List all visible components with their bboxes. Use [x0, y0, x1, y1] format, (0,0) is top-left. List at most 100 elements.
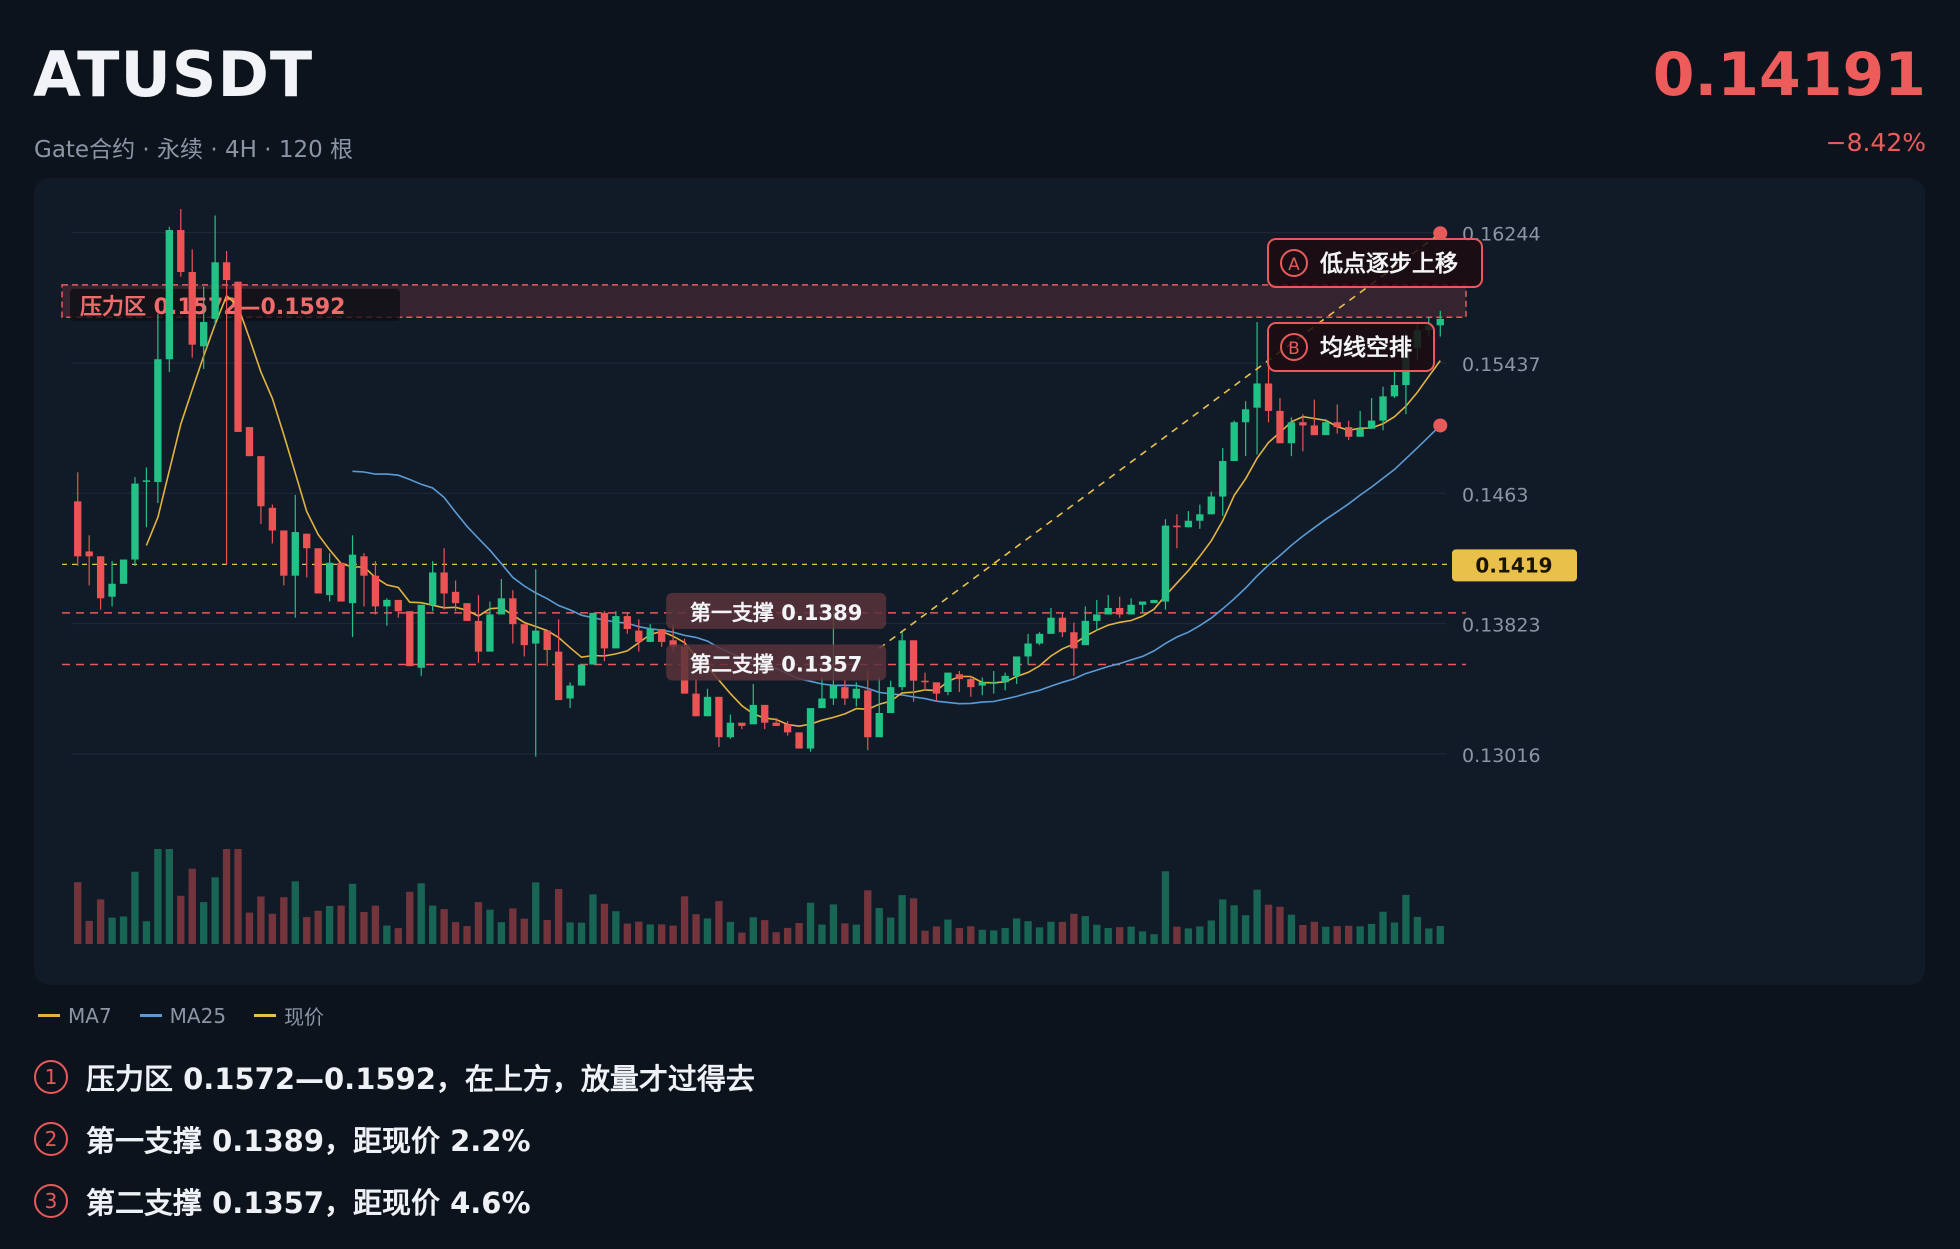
- candle-body: [1001, 675, 1009, 683]
- volume-bar: [669, 925, 677, 944]
- volume-bar: [131, 871, 139, 944]
- candle-body: [532, 630, 540, 644]
- candle-body: [1070, 632, 1078, 649]
- volume-bar: [829, 904, 838, 944]
- ma25-swatch: [139, 1014, 162, 1017]
- volume-bar: [1436, 926, 1444, 944]
- price-change: −8.42%: [1825, 128, 1926, 157]
- candle-body: [554, 651, 563, 701]
- candle-body: [165, 230, 173, 360]
- legend-ma25: MA25: [139, 1001, 226, 1030]
- volume-bar: [554, 889, 563, 944]
- candle-body: [1367, 420, 1376, 429]
- candle-body: [1127, 604, 1135, 615]
- volume-bar: [268, 913, 277, 944]
- candle-body: [234, 281, 242, 432]
- volume-bar: [1390, 922, 1399, 944]
- volume-bar: [119, 916, 128, 944]
- candle-body: [749, 704, 757, 725]
- candle-body: [1058, 617, 1067, 633]
- annotation-badge: [1280, 249, 1308, 277]
- candle-body: [96, 556, 105, 599]
- ma7-swatch: [38, 1014, 60, 1017]
- support-label-bg: [666, 644, 887, 681]
- volume-bar: [795, 923, 803, 944]
- candle-body: [692, 693, 700, 717]
- volume-bar: [955, 928, 964, 944]
- candle-body: [635, 630, 643, 642]
- candle-body: [371, 575, 380, 607]
- volume-bar: [348, 883, 357, 944]
- volume-bar: [978, 929, 986, 944]
- volume-bar: [692, 914, 700, 944]
- candle-body: [658, 629, 666, 642]
- volume-bar: [1379, 911, 1387, 944]
- annotation-text: 均线空排: [1320, 334, 1412, 361]
- volume-bar: [337, 905, 345, 944]
- candle-body: [566, 685, 574, 699]
- candle-body: [337, 562, 345, 602]
- volume-bar: [1402, 894, 1410, 944]
- candle-body: [921, 680, 929, 683]
- note-number: 3: [34, 1184, 68, 1218]
- volume-bar: [1264, 904, 1273, 944]
- candle-body: [486, 614, 494, 652]
- volume-bar: [451, 922, 460, 944]
- volume-bar: [841, 923, 849, 944]
- volume-bar: [440, 909, 448, 944]
- candle-body: [898, 640, 906, 688]
- volume-bar: [967, 926, 975, 944]
- volume-bar: [1093, 924, 1101, 944]
- volume-bar: [1127, 926, 1135, 944]
- volume-bar: [1058, 921, 1067, 944]
- volume-bar: [1253, 889, 1261, 944]
- note-number: 2: [34, 1122, 68, 1156]
- chart-panel[interactable]: 0.16244 0.15437 0.1463 0.13823 0.13016 压力区 0.…: [34, 178, 1925, 985]
- candle-body: [85, 551, 93, 557]
- symbol-title: ATUSDT: [33, 38, 314, 111]
- volume-bar: [211, 877, 219, 944]
- candle-body: [291, 532, 299, 576]
- candle-body: [1310, 425, 1318, 436]
- candle-body: [623, 616, 631, 629]
- candle-body: [1219, 461, 1227, 497]
- volume-bar: [177, 895, 185, 944]
- volume-bar: [291, 881, 299, 944]
- volume-bar: [887, 917, 895, 944]
- ma25-line: [352, 424, 1441, 705]
- volume-bar: [1161, 871, 1170, 944]
- candle-body: [1230, 422, 1238, 461]
- candle-body: [1104, 608, 1112, 615]
- candle-body: [142, 480, 151, 482]
- annotation-badge-letter: A: [1288, 255, 1300, 275]
- candle-body: [1047, 617, 1055, 634]
- volume-bar: [1322, 926, 1330, 944]
- candle-body: [360, 556, 368, 576]
- candle-body: [1161, 525, 1170, 602]
- candle-body: [131, 483, 139, 560]
- candle-body: [852, 688, 860, 699]
- candle-body: [108, 583, 116, 597]
- volume-bar: [875, 908, 883, 944]
- volume-bar: [383, 925, 391, 944]
- volume-bar: [303, 917, 311, 944]
- candle-body: [406, 611, 414, 667]
- volume-bar: [1333, 926, 1341, 944]
- candle-body: [1436, 318, 1444, 326]
- candle-body: [944, 672, 952, 692]
- candle-body: [1253, 383, 1261, 408]
- candle-body: [1207, 496, 1215, 515]
- candle-body: [875, 713, 883, 738]
- candle-body: [1390, 385, 1399, 397]
- volume-bar: [1104, 928, 1112, 944]
- support-label: 第二支撑 0.1357: [690, 653, 862, 677]
- y-tick-label: 0.1463: [1462, 484, 1528, 506]
- candle-body: [726, 722, 735, 738]
- last-price: 0.14191: [1652, 40, 1926, 110]
- volume-bar: [646, 924, 654, 944]
- volume-bar: [325, 906, 334, 944]
- volume-bar: [394, 928, 402, 944]
- volume-bar: [566, 922, 574, 944]
- annotation-box: [1267, 238, 1483, 288]
